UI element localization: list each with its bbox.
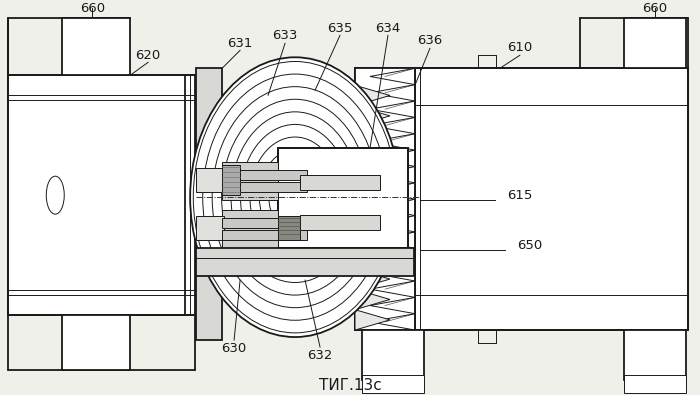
Bar bbox=[278, 148, 408, 248]
Ellipse shape bbox=[190, 57, 400, 337]
Text: 660: 660 bbox=[80, 2, 105, 15]
Text: 630: 630 bbox=[221, 342, 246, 355]
Polygon shape bbox=[355, 208, 390, 228]
Bar bbox=[222, 218, 307, 228]
Polygon shape bbox=[355, 289, 390, 310]
Bar bbox=[362, 330, 424, 380]
Text: 636: 636 bbox=[417, 34, 442, 47]
Polygon shape bbox=[355, 248, 390, 269]
Bar bbox=[222, 230, 307, 240]
Text: 615: 615 bbox=[508, 189, 533, 202]
Bar bbox=[355, 68, 687, 330]
Bar bbox=[624, 18, 686, 68]
Bar bbox=[300, 175, 380, 190]
Polygon shape bbox=[355, 106, 390, 126]
Bar bbox=[222, 210, 278, 248]
Bar bbox=[8, 75, 195, 315]
Bar bbox=[222, 165, 240, 195]
Polygon shape bbox=[355, 147, 390, 167]
Bar bbox=[196, 68, 222, 340]
Bar bbox=[355, 68, 415, 330]
Bar bbox=[62, 18, 130, 75]
Bar bbox=[624, 330, 686, 380]
Bar bbox=[196, 216, 224, 240]
Polygon shape bbox=[355, 228, 390, 248]
Polygon shape bbox=[355, 167, 390, 187]
Text: 631: 631 bbox=[228, 37, 253, 50]
Bar bbox=[222, 162, 278, 200]
Bar bbox=[62, 315, 130, 370]
Polygon shape bbox=[355, 126, 390, 147]
Bar bbox=[196, 248, 414, 276]
Bar bbox=[300, 215, 380, 230]
Polygon shape bbox=[355, 269, 390, 289]
Text: 620: 620 bbox=[136, 49, 161, 62]
Text: 610: 610 bbox=[508, 41, 533, 54]
Bar bbox=[624, 375, 686, 393]
Polygon shape bbox=[355, 85, 390, 106]
Text: 632: 632 bbox=[307, 348, 332, 361]
Bar bbox=[196, 168, 224, 192]
Text: 635: 635 bbox=[328, 22, 353, 35]
Polygon shape bbox=[355, 310, 390, 330]
Text: ΤИГ.13c: ΤИГ.13c bbox=[318, 378, 382, 393]
Polygon shape bbox=[355, 187, 390, 208]
Text: 633: 633 bbox=[272, 29, 298, 42]
Text: 634: 634 bbox=[375, 22, 400, 35]
Bar bbox=[278, 216, 300, 240]
Text: 650: 650 bbox=[517, 239, 542, 252]
Bar bbox=[222, 182, 307, 192]
Text: 660: 660 bbox=[642, 2, 667, 15]
Bar bbox=[222, 170, 307, 180]
Bar bbox=[362, 375, 424, 393]
